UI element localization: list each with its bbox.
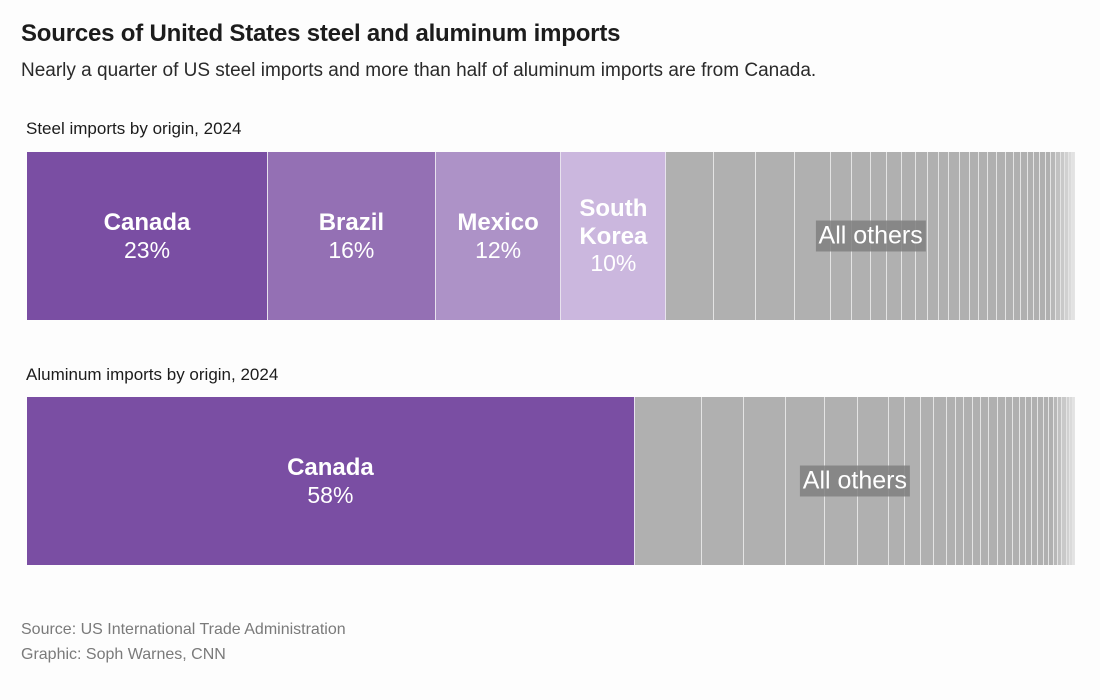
segment-other-country — [1005, 152, 1014, 320]
graphic-credit: Graphic: Soph Warnes, CNN — [21, 646, 226, 663]
all-others-label: All others — [815, 220, 926, 252]
segment-percent: 12% — [475, 236, 522, 263]
segment-other-country — [920, 397, 935, 565]
segment-other-country — [1046, 152, 1052, 320]
segment-other-country — [1069, 397, 1073, 565]
segment-other-country — [1066, 397, 1070, 565]
segment-other-country — [989, 397, 998, 565]
segment-other-country — [1027, 152, 1035, 320]
segment-other-country — [1013, 397, 1020, 565]
segment-country-name: South Korea — [579, 195, 648, 250]
segment-other-country — [1062, 397, 1067, 565]
segment-other-country — [939, 152, 950, 320]
segment-other-country — [1058, 397, 1063, 565]
segment-label: Mexico 12% — [436, 209, 561, 263]
segment-other-country — [1064, 152, 1069, 320]
segment-other-country — [1006, 397, 1014, 565]
steel-chart-title: Steel imports by origin, 2024 — [26, 119, 242, 138]
segment-other-country — [666, 152, 715, 320]
segment-other-country — [1051, 152, 1056, 320]
segment-other-country — [1060, 152, 1065, 320]
segment-other-country — [701, 397, 745, 565]
segment-label: Canada 58% — [27, 454, 634, 508]
segment-percent: 10% — [590, 250, 637, 277]
segment-other-country — [1020, 152, 1028, 320]
segment-label: South Korea 10% — [561, 195, 665, 277]
segment-other-country — [756, 152, 796, 320]
segment-south-korea: South Korea 10% — [561, 152, 667, 320]
segment-country-name: Canada — [103, 208, 191, 236]
segment-other-country — [972, 397, 982, 565]
aluminum-stacked-bar: Canada 58% All others — [27, 397, 1075, 565]
segment-label: Canada 23% — [27, 209, 267, 263]
source-note: Source: US International Trade Administr… — [21, 621, 346, 638]
segment-other-country — [934, 397, 947, 565]
segment-other-country — [1043, 397, 1049, 565]
segment-other-country — [988, 152, 998, 320]
segment-other-country — [997, 152, 1006, 320]
all-others-label: All others — [799, 465, 911, 497]
segment-brazil: Brazil 16% — [268, 152, 436, 320]
segment-other-country — [634, 397, 702, 565]
segment-other-country — [744, 397, 787, 565]
segment-label: Brazil 16% — [268, 209, 435, 263]
segment-other-country — [927, 152, 940, 320]
steel-stacked-bar: Canada 23% Brazil 16% Mexico 12% South Korea 10%… — [27, 152, 1075, 320]
segment-other-country — [1071, 152, 1075, 320]
segment-other-country — [956, 397, 965, 565]
segment-country-name: Canada — [287, 453, 374, 481]
segment-other-country — [1025, 397, 1033, 565]
segment-other-country — [964, 397, 973, 565]
chart-subtitle: Nearly a quarter of US steel imports and… — [21, 60, 817, 81]
segment-country-name: Brazil — [318, 208, 385, 236]
segment-other-country — [981, 397, 990, 565]
segment-other-country — [1032, 397, 1039, 565]
segment-percent: 16% — [328, 236, 375, 263]
segment-other-country — [1013, 152, 1021, 320]
segment-other-country — [1019, 397, 1026, 565]
segment-other-country — [714, 152, 757, 320]
segment-other-country — [978, 152, 989, 320]
segment-other-country — [1040, 152, 1047, 320]
segment-other-country — [1054, 397, 1059, 565]
segment-other-country — [949, 152, 960, 320]
segment-other-country — [1034, 152, 1041, 320]
segment-other-country — [904, 397, 921, 565]
segment-other-country — [1068, 152, 1072, 320]
segment-other-country — [969, 152, 979, 320]
segment-other-country — [1038, 397, 1044, 565]
segment-canada: Canada 58% — [27, 397, 635, 565]
segment-country-name: Mexico — [457, 208, 539, 236]
segment-percent: 58% — [307, 481, 354, 508]
segment-mexico: Mexico 12% — [435, 152, 562, 320]
segment-other-country — [997, 397, 1007, 565]
chart-title: Sources of United States steel and alumi… — [21, 20, 621, 47]
segment-other-country — [959, 152, 970, 320]
segment-percent: 23% — [123, 236, 171, 263]
segment-other-country — [946, 397, 957, 565]
segment-other-country — [1072, 397, 1075, 565]
segment-canada: Canada 23% — [27, 152, 269, 320]
segment-other-country — [1048, 397, 1055, 565]
aluminum-chart-title: Aluminum imports by origin, 2024 — [26, 365, 279, 384]
segment-other-country — [1055, 152, 1061, 320]
